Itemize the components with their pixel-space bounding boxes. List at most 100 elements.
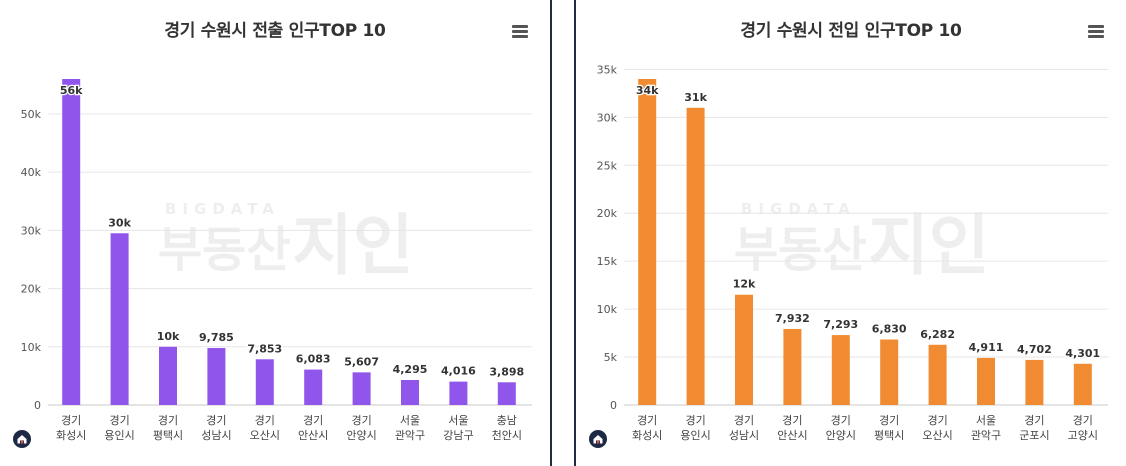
bar[interactable] xyxy=(497,382,516,405)
x-tick-label: 오산시 xyxy=(250,429,280,442)
home-logo-icon xyxy=(589,430,607,448)
x-tick-label: 경기 xyxy=(1073,414,1093,427)
x-tick-label: 화성시 xyxy=(632,429,662,442)
data-label: 31k xyxy=(684,91,707,104)
data-label: 34k xyxy=(636,84,659,97)
bar[interactable] xyxy=(831,335,850,405)
watermark-brand-text: 부동산 xyxy=(734,222,866,278)
x-tick-label: 경기 xyxy=(831,414,851,427)
bar[interactable] xyxy=(449,381,468,405)
x-tick-label: 천안시 xyxy=(492,428,522,442)
y-tick-label: 0 xyxy=(610,399,617,412)
data-label: 30k xyxy=(108,216,131,229)
chart-panel-outflow: 경기 수원시 전출 인구TOP 10 BIGDATA 부동산 지인 0 10k 20k 30… xyxy=(0,0,552,466)
x-tick-label: 경기 xyxy=(637,414,657,427)
x-tick-label: 안양시 xyxy=(346,429,376,442)
home-logo-icon xyxy=(13,430,31,448)
data-label: 56k xyxy=(60,84,83,97)
data-label: 6,830 xyxy=(872,323,907,336)
bar[interactable] xyxy=(928,344,947,405)
data-label: 7,853 xyxy=(247,342,282,355)
x-tick-label: 경기 xyxy=(734,414,754,427)
data-label: 12k xyxy=(733,278,756,291)
data-label: 6,083 xyxy=(296,353,331,366)
chart-title: 경기 수원시 전입 인구TOP 10 xyxy=(740,21,962,41)
x-tick-label: 용인시 xyxy=(680,429,710,442)
bar[interactable] xyxy=(638,79,657,405)
y-tick-label: 20k xyxy=(21,283,42,296)
data-label: 5,607 xyxy=(344,355,379,368)
x-tick-label: 경기 xyxy=(685,414,705,427)
watermark-logo-text: 지인 xyxy=(868,207,989,284)
chart-title: 경기 수원시 전출 인구TOP 10 xyxy=(164,21,386,41)
x-tick-label: 성남시 xyxy=(729,429,759,442)
y-tick-label: 25k xyxy=(597,159,618,172)
bar[interactable] xyxy=(401,379,419,405)
hamburger-menu-icon[interactable] xyxy=(1088,25,1104,39)
hamburger-menu-icon[interactable] xyxy=(512,25,528,39)
data-label: 4,911 xyxy=(969,341,1004,354)
bar[interactable] xyxy=(207,348,226,405)
x-tick-label: 관악구 xyxy=(395,429,425,442)
data-label: 6,282 xyxy=(920,328,955,341)
x-tick-label: 관악구 xyxy=(971,429,1001,442)
y-tick-label: 40k xyxy=(21,166,42,179)
x-tick-label: 화성시 xyxy=(56,429,86,442)
x-tick-label: 안양시 xyxy=(826,429,856,442)
x-tick-label: 성남시 xyxy=(201,429,231,442)
data-label: 4,295 xyxy=(393,363,428,376)
bar[interactable] xyxy=(686,107,705,405)
x-tick-label: 경기 xyxy=(206,414,226,427)
x-tick-label: 경기 xyxy=(927,414,947,427)
bar[interactable] xyxy=(110,233,129,405)
bar[interactable] xyxy=(1025,359,1044,405)
y-tick-label: 10k xyxy=(21,341,42,354)
chart-panel-inflow: 경기 수원시 전입 인구TOP 10 BIGDATA 부동산 지인 0 5k 10k 15k… xyxy=(574,0,1126,466)
y-tick-label: 35k xyxy=(597,63,618,76)
data-label: 3,898 xyxy=(489,365,524,378)
x-tick-label: 안산시 xyxy=(298,429,328,442)
x-tick-label: 군포시 xyxy=(1019,429,1049,442)
x-tick-label: 충남 xyxy=(497,414,517,427)
x-tick-label: 경기 xyxy=(782,414,802,427)
x-tick-label: 안산시 xyxy=(777,429,807,442)
y-tick-label: 0 xyxy=(34,399,41,412)
x-tick-label: 평택시 xyxy=(874,429,904,442)
x-tick-label: 강남구 xyxy=(443,429,473,442)
x-tick-label: 경기 xyxy=(158,414,178,427)
bar[interactable] xyxy=(783,328,802,405)
data-label: 4,702 xyxy=(1017,343,1052,356)
data-label: 4,301 xyxy=(1065,347,1100,360)
bar[interactable] xyxy=(977,357,995,405)
data-label: 7,293 xyxy=(823,318,858,331)
x-tick-label: 평택시 xyxy=(153,429,183,442)
y-tick-label: 20k xyxy=(597,207,618,220)
bar[interactable] xyxy=(62,79,81,405)
bar[interactable] xyxy=(735,294,753,405)
data-label: 4,016 xyxy=(441,365,476,378)
bar[interactable] xyxy=(159,346,177,405)
x-tick-label: 경기 xyxy=(351,414,371,427)
bar[interactable] xyxy=(304,369,323,405)
y-tick-label: 50k xyxy=(21,108,42,121)
x-tick-label: 경기 xyxy=(1024,414,1044,427)
y-tick-label: 30k xyxy=(21,224,42,237)
data-label: 7,932 xyxy=(775,312,810,325)
bar[interactable] xyxy=(880,339,899,405)
x-tick-label: 경기 xyxy=(879,414,899,427)
y-tick-label: 30k xyxy=(597,111,618,124)
x-tick-label: 경기 xyxy=(61,414,81,427)
bar[interactable] xyxy=(1073,363,1092,405)
watermark-logo-text: 지인 xyxy=(292,207,413,284)
y-tick-label: 5k xyxy=(604,351,618,364)
bar[interactable] xyxy=(352,372,371,405)
bar[interactable] xyxy=(255,359,274,405)
x-tick-label: 경기 xyxy=(109,414,129,427)
x-tick-label: 경기 xyxy=(255,414,275,427)
x-tick-label: 서울 xyxy=(400,414,420,427)
y-tick-label: 10k xyxy=(597,303,618,316)
data-label: 9,785 xyxy=(199,331,234,344)
